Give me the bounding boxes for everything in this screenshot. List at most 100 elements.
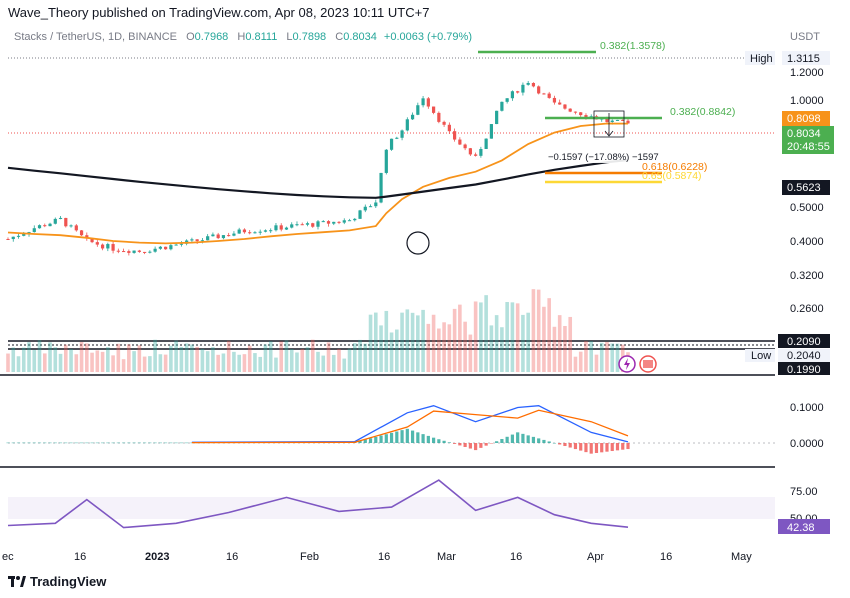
macd-hist-bar — [416, 432, 420, 443]
candle-body — [37, 225, 42, 229]
time-tick: Mar — [437, 551, 456, 563]
candle-body — [389, 138, 394, 150]
ema-long-line — [7, 158, 629, 199]
footer-brand[interactable]: TradingView — [8, 574, 106, 589]
macd-hist-bar — [174, 442, 178, 444]
high-badge-label: High — [750, 53, 773, 65]
candle-body — [615, 119, 620, 121]
volume-bar — [169, 345, 173, 372]
lightning-glyph — [624, 358, 630, 370]
time-tick: 16 — [510, 551, 522, 563]
volume-bar — [605, 341, 609, 372]
candle-body — [211, 234, 215, 237]
volume-bar — [111, 355, 115, 372]
ema-badge-value: 0.8098 — [787, 113, 821, 125]
candle-body — [516, 91, 520, 93]
volume-bar — [389, 332, 394, 372]
volume-bar — [158, 354, 163, 372]
macd-hist-bar — [579, 443, 583, 451]
macd-hist-bar — [395, 431, 399, 443]
candle-body — [253, 232, 257, 234]
candle-body — [169, 245, 173, 250]
candle-body — [568, 108, 572, 112]
macd-hist-bar — [594, 443, 599, 453]
macd-hist-bar — [421, 434, 425, 443]
macd-hist-bar — [410, 430, 415, 443]
macd-axis[interactable]: 0.1000 0.0000 — [790, 402, 824, 450]
countdown-value: 20:48:55 — [787, 141, 830, 153]
candle-body — [605, 118, 609, 122]
candle-body — [85, 235, 89, 239]
macd-hist-bar — [137, 442, 141, 444]
time-axis[interactable]: ec 16 2023 16 Feb 16 Mar 16 Apr 16 May — [2, 551, 752, 563]
volume-bar — [589, 341, 594, 372]
candle-body — [374, 202, 378, 207]
volume-bar — [610, 343, 615, 372]
price-tick: 0.3200 — [790, 270, 824, 282]
volume-bar — [79, 341, 84, 372]
volume-bar — [442, 322, 446, 372]
macd-hist-bar — [479, 443, 483, 448]
volume-bar — [195, 346, 199, 372]
volume-bar — [142, 356, 147, 372]
price-axis[interactable]: 1.2000 1.0000 0.5000 0.4000 0.3200 0.260… — [790, 67, 824, 315]
candle-body — [579, 112, 583, 116]
candle-body — [521, 84, 525, 93]
volume-bar — [289, 349, 294, 372]
macd-hist-bar — [384, 434, 388, 443]
candle-body — [431, 106, 436, 113]
volume-bar — [437, 328, 441, 372]
macd-hist-bar — [605, 443, 609, 452]
macd-hist-bar — [400, 430, 404, 443]
volume-bar — [363, 343, 368, 372]
volume-bar — [221, 353, 226, 372]
macd-hist-bar — [621, 443, 625, 450]
candle-body — [626, 120, 630, 124]
macd-hist-bar — [547, 441, 551, 443]
publisher-line: Wave_Theory published on TradingView.com… — [8, 5, 430, 20]
time-tick: Feb — [300, 551, 319, 563]
macd-tick: 0.0000 — [790, 438, 824, 450]
volume-bar — [458, 304, 462, 372]
candle-body — [69, 225, 73, 227]
candle-body — [137, 250, 141, 252]
macd-hist-bar — [22, 442, 26, 444]
candle-body — [248, 232, 252, 234]
candle-body — [337, 221, 341, 223]
candle-body — [495, 110, 499, 125]
macd-hist-bar — [64, 442, 68, 444]
volume-bar — [410, 312, 415, 372]
candle-body — [479, 148, 483, 156]
volume-bar — [32, 349, 37, 372]
volume-bar — [274, 357, 278, 372]
volume-bar — [584, 340, 588, 372]
volume-bar — [253, 353, 257, 372]
candle-body — [274, 225, 278, 231]
candle-body — [64, 217, 68, 227]
macd-hist-bar — [58, 442, 63, 444]
candle-body — [111, 244, 115, 251]
macd-hist-bar — [584, 443, 588, 453]
volume-bars — [6, 289, 630, 372]
high-badge-value: 1.3115 — [787, 53, 820, 65]
candle-body — [484, 138, 488, 149]
macd-hist-bar — [185, 442, 189, 444]
macd-hist-bar — [79, 442, 84, 444]
volume-bar — [384, 310, 389, 372]
macd-hist-bar — [53, 442, 57, 444]
candle-body — [500, 101, 504, 111]
symbol-name[interactable]: Stacks / TetherUS, 1D, BINANCE — [14, 31, 178, 43]
volume-bar — [295, 352, 299, 372]
candle-body — [153, 248, 157, 252]
volume-bar — [426, 323, 431, 372]
time-tick: May — [731, 551, 752, 563]
volume-bar — [216, 354, 220, 372]
fib-65-label: 0.65(0.5874) — [642, 170, 702, 182]
volume-bar — [352, 343, 357, 372]
volume-bar — [400, 312, 404, 372]
rsi-tick: 75.00 — [790, 486, 818, 498]
candle-body — [584, 115, 588, 118]
measure-box[interactable] — [593, 110, 625, 138]
volume-bar — [594, 354, 599, 372]
